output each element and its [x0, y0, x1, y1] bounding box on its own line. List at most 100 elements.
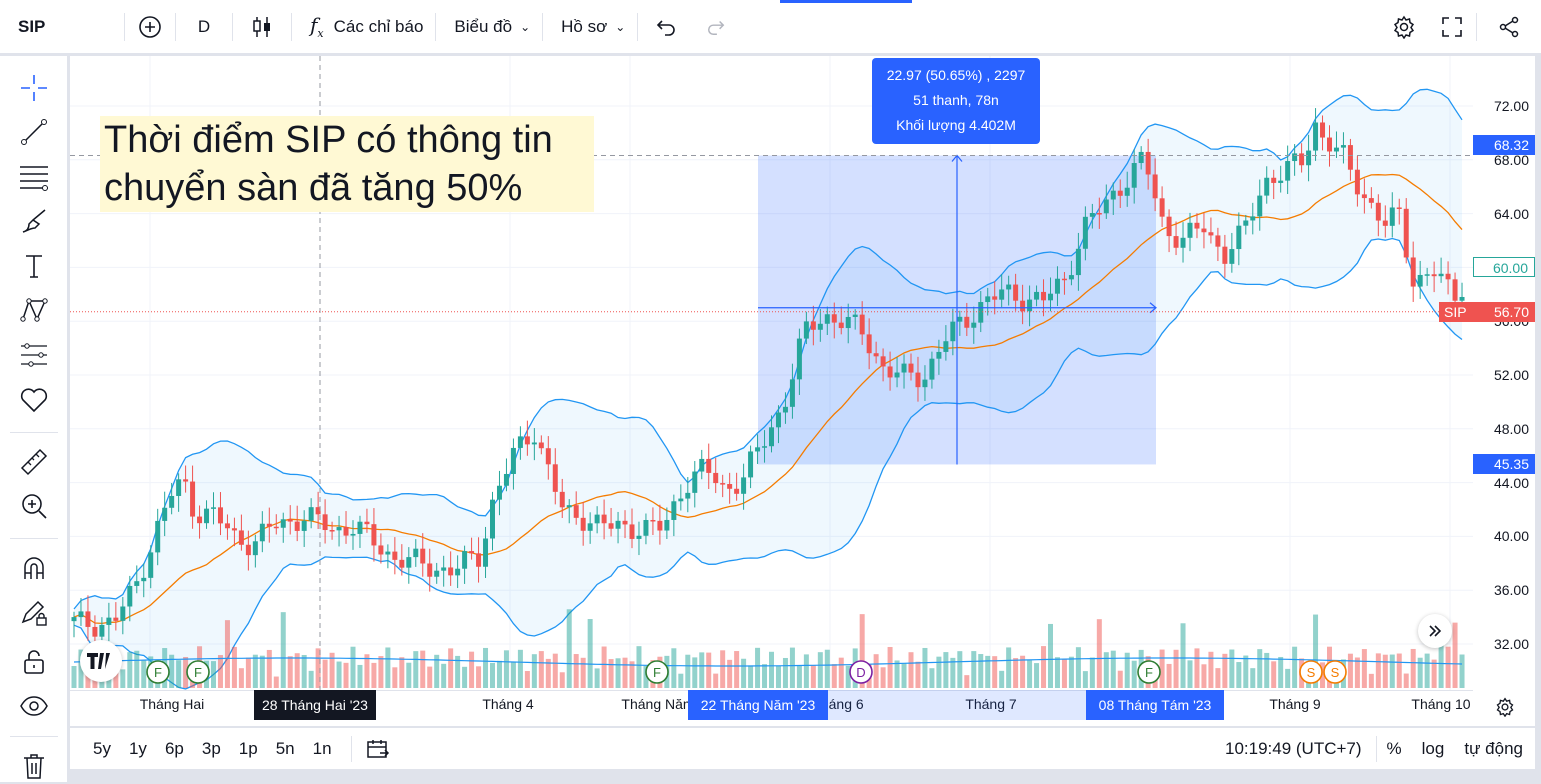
indicators-button[interactable]: fx Các chỉ báo — [292, 8, 435, 46]
volume-bar — [782, 657, 788, 688]
trend-line-tool[interactable] — [12, 114, 56, 150]
candle-body — [664, 519, 670, 531]
volume-bar — [950, 657, 956, 688]
candle-body — [929, 358, 935, 380]
crosshair-tool[interactable] — [12, 70, 56, 106]
volume-bar — [720, 650, 726, 688]
candle-body — [692, 471, 698, 493]
ruler-tool[interactable] — [12, 444, 56, 480]
percent-toggle[interactable]: % — [1386, 739, 1402, 758]
timeframe-6p[interactable]: 6p — [164, 738, 184, 758]
volume-bar — [1264, 652, 1270, 688]
fib-tool[interactable] — [12, 159, 56, 195]
interval-button[interactable]: D — [197, 16, 211, 36]
candle-body — [190, 481, 196, 517]
candle-body — [1459, 296, 1465, 301]
undo-button[interactable] — [638, 8, 694, 46]
fullscreen-button[interactable] — [1428, 8, 1476, 46]
timeframe-5y[interactable]: 5y — [93, 738, 111, 758]
text-tool[interactable] — [12, 248, 56, 284]
candle-body — [1278, 180, 1284, 183]
volume-bar — [831, 664, 837, 688]
volume-bar — [622, 657, 628, 688]
profile-dropdown[interactable]: Hồ sơ ⌄ — [543, 8, 637, 46]
lock-drawing-tool[interactable] — [12, 595, 56, 631]
volume-bar — [1048, 623, 1053, 688]
price-tick: 72.00 — [1493, 98, 1529, 114]
candle-body — [120, 606, 126, 621]
candle-body — [1034, 291, 1040, 300]
candle-body — [985, 296, 991, 303]
candle-body — [1236, 225, 1242, 250]
volume-bar — [134, 650, 140, 688]
settings-button[interactable] — [1380, 8, 1428, 46]
clock[interactable]: 10:19:49 (UTC+7) — [1224, 739, 1362, 758]
timeframe-1y[interactable]: 1y — [128, 738, 147, 758]
compare-symbol-button[interactable] — [125, 8, 175, 46]
candle-body — [755, 447, 761, 452]
log-toggle[interactable]: log — [1421, 739, 1445, 758]
candle-style-button[interactable] — [233, 8, 291, 46]
candle-body — [517, 436, 523, 448]
timeframe-3p[interactable]: 3p — [201, 738, 221, 758]
chart-type-dropdown[interactable]: Biểu đồ ⌄ — [436, 8, 542, 46]
pattern-tool[interactable] — [12, 292, 56, 328]
volume-bar — [1124, 652, 1130, 688]
divider — [1476, 13, 1477, 41]
candle-body — [1410, 257, 1416, 287]
text-annotation[interactable]: Thời điểm SIP có thông tin chuyển sàn đã… — [100, 116, 594, 212]
candle-body — [469, 551, 475, 554]
volume-bar — [120, 669, 126, 688]
candle-body — [1382, 220, 1388, 226]
brush-tool[interactable] — [12, 203, 56, 239]
double-chevron-right-icon — [1429, 625, 1442, 637]
symbol-search[interactable]: SIP — [18, 16, 46, 36]
timeframe-1p[interactable]: 1p — [238, 738, 258, 758]
tradingview-logo[interactable] — [80, 640, 122, 682]
candle-body — [873, 353, 879, 357]
candle-body — [1180, 237, 1186, 248]
axis-settings-button[interactable] — [1490, 694, 1520, 720]
divider — [350, 735, 352, 762]
event-marker — [186, 660, 210, 684]
auto-scale-toggle[interactable]: tự động — [1464, 739, 1523, 758]
zoom-tool[interactable] — [12, 488, 56, 524]
candle-body — [197, 516, 203, 524]
divider — [175, 12, 176, 41]
timeframe-list: 5y 1y 6p 3p 1p 5n 1n — [70, 739, 341, 759]
undo-icon — [657, 19, 676, 36]
active-tab-indicator — [780, 0, 912, 3]
timeframe-5n[interactable]: 5n — [275, 738, 295, 758]
candle-body — [1215, 235, 1221, 247]
price-axis[interactable]: 72.0068.0064.0060.0056.0052.0048.0044.00… — [1439, 56, 1535, 688]
candle-body — [71, 617, 77, 622]
scroll-to-realtime-button[interactable] — [1418, 614, 1452, 648]
redo-button[interactable] — [694, 8, 738, 46]
delete-drawings-tool[interactable] — [12, 748, 56, 784]
candle-body — [1347, 145, 1353, 170]
candle-body — [413, 548, 419, 558]
volume-bar — [1354, 657, 1360, 688]
magnet-tool[interactable] — [12, 550, 56, 586]
candle-body — [915, 372, 921, 388]
favorites-tool[interactable] — [12, 382, 56, 418]
volume-bar — [1445, 646, 1451, 688]
lock-all-tool[interactable] — [12, 644, 56, 680]
calendar-range-icon — [366, 739, 389, 758]
candle-body — [1306, 150, 1312, 166]
share-button[interactable] — [1477, 8, 1541, 46]
hide-drawings-tool[interactable] — [12, 688, 56, 724]
volume-bar — [1110, 650, 1116, 688]
volume-bar — [636, 646, 642, 688]
forecast-tool[interactable] — [12, 337, 56, 373]
candle-body — [636, 535, 642, 539]
candle-body — [1194, 222, 1200, 229]
volume-bar — [901, 663, 907, 688]
candle-body — [706, 458, 712, 473]
candle-body — [1299, 153, 1305, 166]
date-range-button[interactable] — [362, 738, 394, 760]
timeframe-1n[interactable]: 1n — [312, 738, 332, 758]
volume-bar — [1347, 653, 1353, 688]
